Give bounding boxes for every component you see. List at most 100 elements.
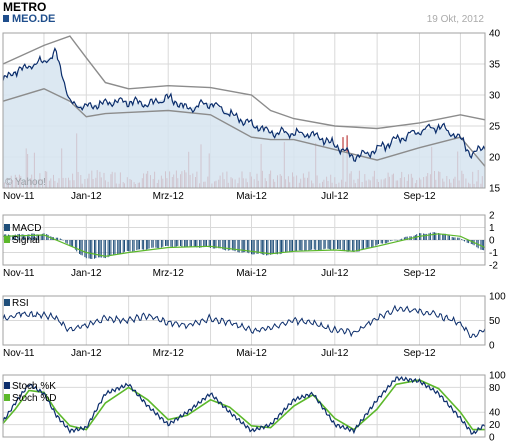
macd-bar [238,240,240,253]
price-ytick-label: 35 [489,60,501,71]
macd-bar [222,240,224,250]
rsi-ytick-label: 50 [489,316,501,327]
macd-bar [449,235,450,240]
macd-bar [109,240,110,257]
macd-bar [98,240,100,258]
macd-bar [128,240,130,252]
macd-bar [342,240,344,251]
macd-xtick-label: Nov-11 [3,268,35,279]
macd-bar [17,234,19,240]
macd-bar [88,240,90,259]
macd-bar [423,233,425,240]
macd-bar [300,240,302,251]
macd-bar [28,234,30,240]
macd-bar [394,239,396,241]
macd-bar [453,237,455,240]
stoch-k-legend-swatch [4,382,10,389]
macd-bar [212,240,214,249]
stoch-d-legend-swatch [4,394,10,401]
macd-bar [443,233,445,240]
macd-bar [184,240,186,248]
macd-bar [219,240,221,249]
macd-bar [356,240,358,252]
macd-bar [234,240,236,252]
macd-bar [24,234,26,240]
macd-bar [270,240,272,255]
macd-bar [196,240,198,248]
macd-bar [166,240,168,246]
macd-bar [174,240,176,247]
macd-bar [70,240,72,247]
macd-bar [94,240,95,259]
macd-bar [156,240,158,248]
macd-bar [403,237,405,240]
macd-xtick-label: Mrz-12 [153,268,185,279]
price-xtick-label: Jan-12 [71,191,102,202]
macd-bar [261,240,263,255]
rsi-xtick-label: Mrz-12 [153,348,185,359]
macd-bar [151,240,153,248]
macd-bar [301,240,303,251]
macd-bar [100,240,102,258]
macd-bar [31,233,33,240]
macd-bar [171,240,173,247]
macd-bar [365,240,367,248]
macd-bar [357,240,359,252]
macd-bar [244,240,246,253]
macd-bar [200,240,202,248]
macd-bar [481,240,483,250]
macd-bar [285,240,287,252]
macd-bar [319,240,321,251]
macd-bar [36,234,38,240]
macd-frame [2,214,486,266]
macd-bar [308,240,310,251]
macd-bar [148,240,150,249]
price-ytick-label: 20 [489,153,501,164]
macd-bar [237,240,239,253]
macd-bar [103,240,105,258]
macd-legend-swatch [4,224,10,231]
macd-bar [210,240,211,248]
macd-xtick-label: Mai-12 [236,268,267,279]
macd-bar [296,240,298,251]
macd-ytick-label: 1 [489,223,495,234]
macd-ytick-label: -2 [489,261,498,272]
macd-bar [21,234,23,240]
macd-bar [257,240,259,254]
macd-xtick-label: Sep-12 [403,268,436,279]
macd-bar [272,240,274,254]
macd-bar [69,240,71,246]
macd-bar [248,240,250,254]
macd-bar [227,240,229,251]
macd-bar [91,240,93,259]
macd-bar [33,233,35,240]
macd-bar [23,234,24,240]
macd-bar [309,240,311,250]
macd-bar [214,240,216,249]
macd-bar [439,233,441,240]
macd-bar [124,240,125,252]
macd-bar [117,240,119,255]
rsi-xtick-label: Nov-11 [3,348,35,359]
macd-bar [118,240,120,255]
price-line [2,46,486,162]
macd-bar [286,240,288,252]
macd-bar [378,240,379,244]
macd-bar [468,240,470,244]
macd-bar [432,232,434,240]
macd-bar [55,237,57,240]
macd-bar [317,240,319,251]
macd-bar [384,240,386,244]
macd-bar [189,240,191,247]
price-ytick-label: 30 [489,91,501,102]
macd-bar [260,240,262,254]
stoch-ytick-label: 40 [489,408,501,419]
macd-bar [76,240,78,252]
macd-bar [32,233,34,240]
macd-ytick-label: -1 [489,248,498,259]
macd-bar [252,240,254,255]
macd-bar [241,240,243,253]
macd-bar [80,240,82,255]
macd-bar [104,240,106,259]
